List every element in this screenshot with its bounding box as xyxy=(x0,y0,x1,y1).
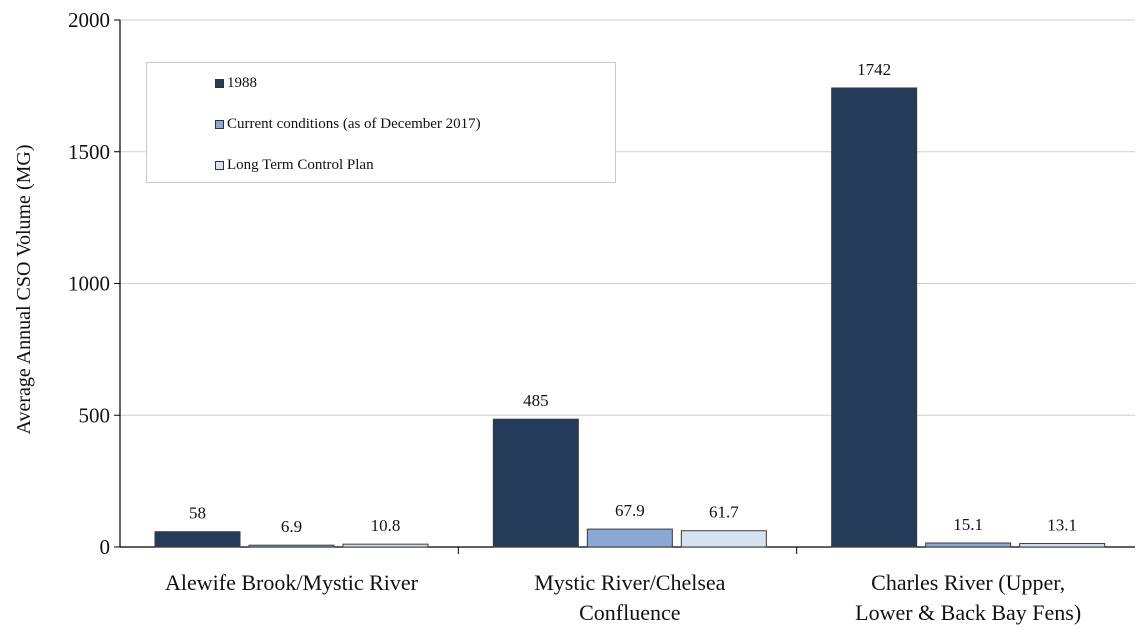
bar xyxy=(492,418,579,548)
legend-item-current: Current conditions (as of December 2017) xyxy=(215,114,481,134)
bar xyxy=(925,542,1012,548)
data-label: 61.7 xyxy=(709,503,739,522)
data-label: 58 xyxy=(189,504,206,523)
y-tick-label: 1000 xyxy=(68,272,110,296)
bar xyxy=(1019,543,1106,548)
data-label: 6.9 xyxy=(281,517,302,536)
y-tick-label: 500 xyxy=(79,403,111,427)
bar xyxy=(154,531,241,548)
legend-label-current: Current conditions (as of December 2017) xyxy=(227,115,481,132)
legend-item-ltcp: Long Term Control Plan xyxy=(215,155,374,175)
data-label: 10.8 xyxy=(371,516,401,535)
data-label: 1742 xyxy=(857,60,891,79)
x-category-label: Confluence xyxy=(579,600,680,625)
data-label: 485 xyxy=(523,391,549,410)
legend-label-1988: 1988 xyxy=(227,74,257,91)
y-tick-label: 1500 xyxy=(68,140,110,164)
x-category-label: Alewife Brook/Mystic River xyxy=(165,570,419,595)
legend-swatch-current xyxy=(215,119,224,129)
bar xyxy=(248,544,335,548)
bar xyxy=(680,530,767,548)
legend-swatch-ltcp xyxy=(215,160,224,170)
data-label: 67.9 xyxy=(615,501,645,520)
y-tick-label: 2000 xyxy=(68,8,110,32)
legend-swatch-1988 xyxy=(215,78,224,88)
data-label: 13.1 xyxy=(1047,516,1077,535)
data-label: 15.1 xyxy=(953,515,983,534)
bar xyxy=(342,543,429,548)
x-category-label: Mystic River/Chelsea xyxy=(534,570,725,595)
legend-label-ltcp: Long Term Control Plan xyxy=(227,156,374,173)
legend-item-1988: 1988 xyxy=(215,73,257,93)
x-category-label: Charles River (Upper, xyxy=(871,570,1065,595)
legend: 1988 Current conditions (as of December … xyxy=(146,62,616,183)
y-axis-title: Average Annual CSO Volume (MG) xyxy=(13,145,35,435)
bar xyxy=(831,87,918,548)
y-tick-label: 0 xyxy=(100,535,111,559)
x-category-label: Lower & Back Bay Fens) xyxy=(855,600,1081,625)
bar xyxy=(586,528,673,548)
